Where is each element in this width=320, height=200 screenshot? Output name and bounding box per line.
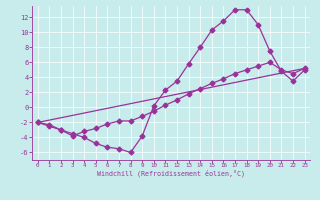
X-axis label: Windchill (Refroidissement éolien,°C): Windchill (Refroidissement éolien,°C) <box>97 170 245 177</box>
